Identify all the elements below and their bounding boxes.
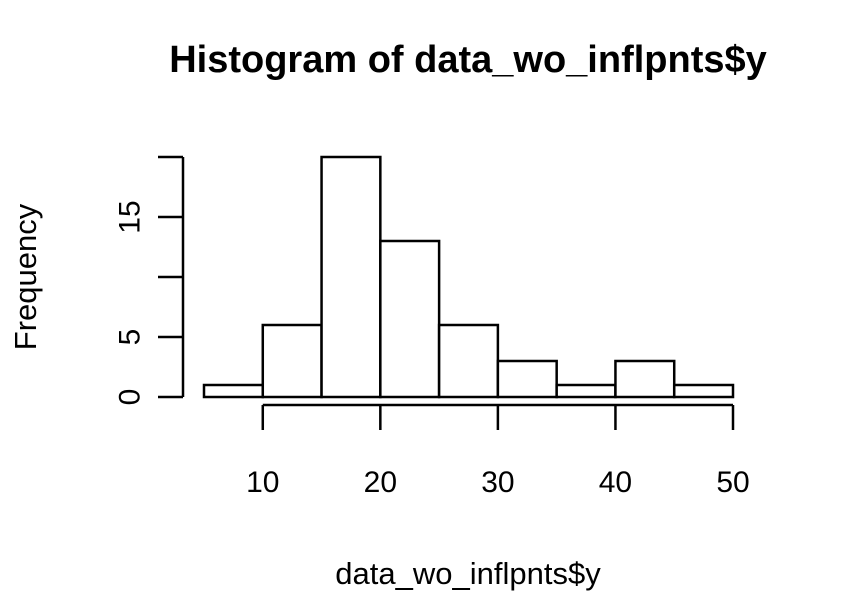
histogram-bar-4 (437, 323, 500, 399)
bars-group (202, 155, 735, 399)
y-tick-label-3: 15 (114, 200, 147, 233)
x-axis-label: data_wo_inflpnts$y (335, 556, 601, 591)
x-axis: 10 20 30 40 50 (246, 403, 750, 499)
histogram-bar-5 (496, 359, 558, 399)
x-tick-label-2: 30 (481, 466, 514, 499)
histogram-bar-2 (320, 155, 382, 399)
histogram-bar-3 (379, 239, 441, 399)
chart-title: Histogram of data_wo_inflpnts$y (169, 39, 767, 81)
histogram-bar-8 (672, 383, 735, 399)
x-tick-label-4: 50 (716, 466, 749, 499)
x-tick-label-0: 10 (246, 466, 279, 499)
y-tick-label-0: 0 (114, 389, 147, 406)
x-tick-label-1: 20 (364, 466, 397, 499)
histogram-bar-1 (261, 323, 323, 399)
histogram-bar-6 (555, 383, 617, 399)
histogram-bar-0 (202, 383, 265, 399)
y-axis: 0 5 15 (114, 155, 185, 406)
y-tick-label-1: 5 (114, 329, 147, 346)
histogram-bar-7 (614, 359, 676, 399)
x-tick-label-3: 40 (599, 466, 632, 499)
y-axis-label: Frequency (8, 203, 43, 350)
